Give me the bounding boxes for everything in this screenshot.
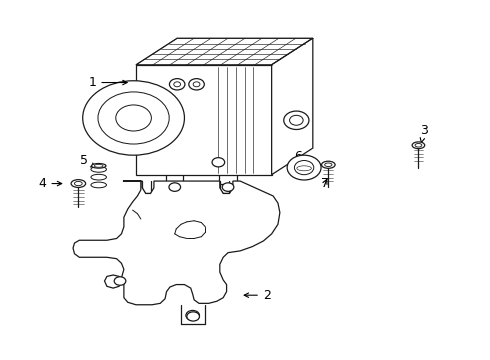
Text: 7: 7: [321, 177, 329, 190]
Ellipse shape: [92, 163, 106, 168]
Polygon shape: [73, 181, 280, 305]
Circle shape: [169, 183, 181, 192]
Text: 4: 4: [39, 177, 62, 190]
Text: 2: 2: [244, 289, 271, 302]
Ellipse shape: [412, 142, 425, 149]
Polygon shape: [136, 38, 313, 65]
Circle shape: [189, 78, 204, 90]
Text: 1: 1: [89, 76, 127, 89]
Circle shape: [114, 277, 126, 285]
Text: 6: 6: [294, 150, 302, 163]
Circle shape: [287, 155, 321, 180]
Ellipse shape: [91, 174, 106, 180]
Text: 5: 5: [80, 154, 95, 167]
Polygon shape: [271, 38, 313, 175]
Ellipse shape: [91, 182, 106, 188]
Ellipse shape: [91, 167, 106, 172]
Ellipse shape: [71, 180, 86, 188]
Ellipse shape: [321, 161, 335, 168]
Circle shape: [170, 78, 185, 90]
Circle shape: [186, 310, 199, 320]
Polygon shape: [136, 65, 271, 175]
Circle shape: [222, 183, 234, 192]
Circle shape: [187, 312, 199, 321]
Text: 3: 3: [420, 124, 428, 143]
Circle shape: [212, 158, 224, 167]
Circle shape: [294, 161, 314, 175]
Circle shape: [83, 81, 184, 155]
Circle shape: [284, 111, 309, 130]
Circle shape: [290, 115, 303, 125]
